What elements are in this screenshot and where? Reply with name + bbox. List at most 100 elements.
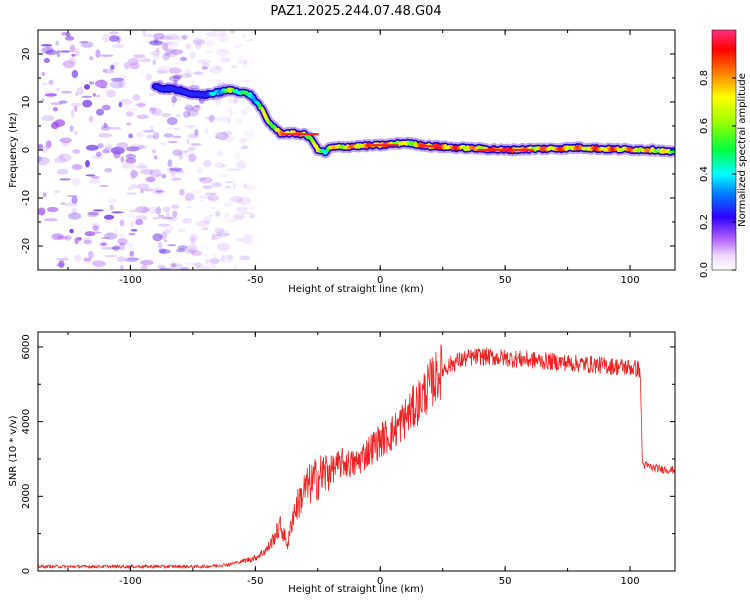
noise-blob — [196, 262, 201, 270]
colorbar-label: Normalized spectral amplitude — [737, 73, 748, 227]
noise-blob — [230, 65, 238, 69]
noise-blob — [214, 231, 218, 238]
noise-blob — [73, 131, 79, 135]
noise-blob — [71, 53, 76, 57]
noise-blob — [136, 183, 150, 190]
noise-blob — [243, 183, 248, 190]
noise-blob — [125, 157, 137, 164]
noise-blob — [60, 90, 73, 94]
noise-blob — [198, 254, 211, 257]
noise-blob — [217, 34, 229, 42]
noise-blob — [188, 146, 196, 151]
noise-blob — [127, 187, 131, 191]
noise-blob — [101, 34, 112, 43]
noise-blob — [221, 254, 234, 263]
noise-blob — [129, 209, 136, 213]
noise-blob — [125, 108, 139, 111]
noise-blob — [56, 263, 64, 267]
noise-blob — [246, 214, 256, 218]
noise-blob — [177, 151, 189, 159]
noise-blob — [155, 47, 160, 53]
noise-blob — [110, 80, 124, 89]
noise-blob — [222, 130, 233, 136]
noise-blob — [188, 133, 200, 139]
noise-blob — [70, 109, 75, 118]
noise-blob — [88, 179, 101, 184]
noise-blob — [97, 143, 104, 149]
noise-blob — [196, 70, 209, 78]
noise-blob — [153, 132, 160, 140]
noise-blob — [189, 51, 196, 59]
noise-blob — [93, 267, 107, 270]
noise-blob — [160, 35, 173, 41]
noise-blob — [168, 75, 181, 82]
noise-blob — [207, 194, 220, 202]
noise-blob — [242, 33, 246, 39]
noise-blob — [246, 204, 255, 212]
noise-blob — [108, 126, 122, 130]
noise-blob — [246, 128, 255, 134]
noise-blob — [170, 204, 180, 209]
y-tick-label: 10 — [21, 96, 32, 109]
noise-blob — [42, 82, 48, 86]
noise-blob — [241, 144, 249, 150]
noise-blob — [186, 205, 192, 209]
noise-blob — [135, 215, 148, 221]
noise-blob — [109, 204, 114, 211]
noise-blob — [198, 177, 207, 181]
noise-blob — [149, 169, 162, 178]
noise-blob — [119, 219, 125, 227]
noise-blob — [64, 202, 79, 207]
noise-blob — [163, 48, 177, 54]
y-tick-label: 2000 — [21, 484, 32, 509]
noise-blob — [200, 265, 211, 270]
noise-blob — [38, 163, 49, 167]
noise-blob — [92, 260, 106, 268]
noise-blob — [183, 148, 194, 158]
noise-blob — [87, 211, 99, 216]
noise-blob — [89, 115, 94, 123]
noise-blob — [166, 167, 180, 174]
noise-blob — [232, 184, 236, 191]
noise-blob — [223, 80, 235, 88]
noise-blob — [140, 168, 154, 175]
noise-blob — [244, 138, 248, 141]
noise-blob — [92, 93, 96, 97]
noise-blob — [128, 57, 139, 66]
noise-blob — [192, 39, 205, 45]
noise-blob — [119, 98, 133, 105]
noise-blob — [249, 213, 256, 219]
noise-blob — [170, 262, 177, 267]
noise-blob — [112, 61, 120, 67]
noise-blob — [80, 41, 94, 48]
noise-blob — [44, 218, 58, 222]
noise-blob — [150, 125, 154, 131]
noise-blob — [184, 104, 194, 112]
noise-blob — [155, 206, 162, 215]
noise-blob — [114, 227, 118, 235]
noise-blob — [184, 125, 197, 128]
noise-blob — [242, 183, 251, 190]
noise-blob — [135, 219, 144, 226]
noise-blob — [56, 49, 61, 58]
noise-blob — [176, 228, 186, 233]
noise-blob — [128, 232, 136, 236]
y-tick-label: -10 — [21, 190, 32, 206]
noise-blob — [208, 197, 214, 201]
noise-blob — [58, 100, 68, 104]
noise-blob — [153, 53, 160, 60]
noise-blob — [69, 44, 76, 53]
noise-blob — [238, 59, 249, 65]
noise-blob — [152, 233, 163, 242]
noise-blob — [111, 44, 125, 48]
noise-blob — [132, 171, 140, 178]
noise-blob — [165, 49, 171, 56]
noise-blob — [158, 223, 171, 227]
noise-blob — [160, 266, 169, 270]
noise-blob — [104, 255, 118, 257]
noise-blob — [160, 142, 167, 146]
noise-blob — [136, 145, 148, 150]
noise-blob — [244, 70, 252, 74]
noise-blob — [204, 126, 209, 135]
